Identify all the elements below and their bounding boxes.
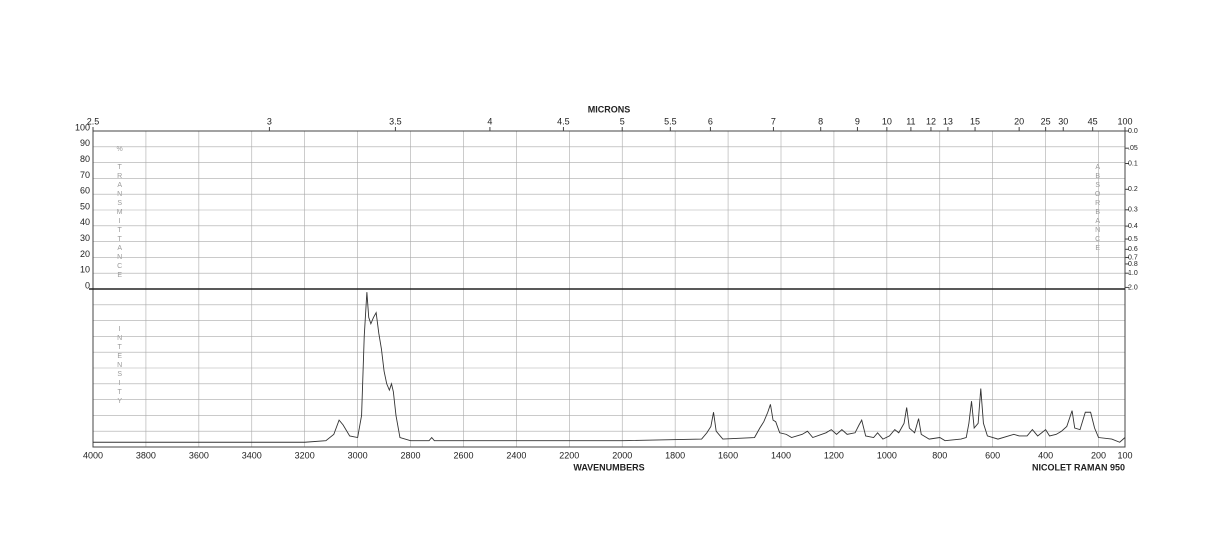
x-tick-label: 800 <box>932 450 947 460</box>
x2-tick-label: 9 <box>855 116 860 126</box>
x-tick-label: 2400 <box>506 450 526 460</box>
instrument-label: NICOLET RAMAN 950 <box>1032 462 1125 472</box>
x2-tick-label: 25 <box>1041 116 1051 126</box>
x-tick-label: 200 <box>1091 450 1106 460</box>
y-tick-label: 60 <box>80 186 90 196</box>
y-tick-label: 80 <box>80 154 90 164</box>
y2-tick-label: 0.0 <box>1128 128 1138 135</box>
x-tick-label: 2800 <box>401 450 421 460</box>
x2-tick-label: 8 <box>818 116 823 126</box>
x2-tick-label: 3 <box>267 116 272 126</box>
y2-tick-label: 0.3 <box>1128 207 1138 214</box>
x-tick-label: 1600 <box>718 450 738 460</box>
y2-tick-label: 0.7 <box>1128 254 1138 261</box>
y2-tick-label: 1.0 <box>1128 270 1138 277</box>
x2-tick-label: 100 <box>1117 116 1132 126</box>
x2-tick-label: 10 <box>882 116 892 126</box>
y-tick-label: 50 <box>80 201 90 211</box>
x-tick-label: 1200 <box>824 450 844 460</box>
x-tick-label: 4000 <box>83 450 103 460</box>
x2-tick-label: 11 <box>906 116 915 126</box>
x2-tick-label: 30 <box>1058 116 1068 126</box>
x-axis-title: WAVENUMBERS <box>573 462 644 472</box>
x-tick-label: 3400 <box>242 450 262 460</box>
y-tick-label: 30 <box>80 233 90 243</box>
x2-tick-label: 2.5 <box>87 116 100 126</box>
x2-tick-label: 13 <box>943 116 953 126</box>
y2-tick-label: 0.5 <box>1128 236 1138 243</box>
x-tick-label: 2600 <box>453 450 473 460</box>
y2-tick-label: 0.4 <box>1128 223 1138 230</box>
x-tick-label: 1400 <box>771 450 791 460</box>
x-tick-label: 1800 <box>665 450 685 460</box>
y-tick-label: 100 <box>75 122 90 132</box>
y2-tick-label: 0.8 <box>1128 261 1138 268</box>
x-tick-label: 3600 <box>189 450 209 460</box>
x2-tick-label: 3.5 <box>389 116 402 126</box>
x2-tick-label: 5.5 <box>664 116 677 126</box>
x2-tick-label: 15 <box>970 116 980 126</box>
y2-tick-label: 0.1 <box>1128 160 1138 167</box>
intensity-title: INTENSITY <box>116 326 123 407</box>
y-tick-label: 40 <box>80 217 90 227</box>
y2-axis-title: ABSORBANCE <box>1094 164 1101 254</box>
y2-tick-label: .05 <box>1128 145 1138 152</box>
x-tick-label: 3000 <box>348 450 368 460</box>
x2-tick-label: 6 <box>708 116 713 126</box>
y-tick-label: 10 <box>80 265 90 275</box>
y-tick-label: 70 <box>80 170 90 180</box>
y2-tick-label: 2.0 <box>1128 284 1138 291</box>
x-tick-label: 2200 <box>559 450 579 460</box>
x2-tick-label: 5 <box>620 116 625 126</box>
y2-tick-label: 0.6 <box>1128 246 1138 253</box>
x2-tick-label: 12 <box>926 116 936 126</box>
x-tick-label: 1000 <box>877 450 897 460</box>
x2-tick-label: 4 <box>487 116 492 126</box>
x-tick-label: 3200 <box>295 450 315 460</box>
y-axis-title: % TRANSMITTANCE <box>116 146 123 281</box>
x-tick-label: 3800 <box>136 450 156 460</box>
top-axis-title: MICRONS <box>588 104 631 114</box>
y-tick-label: 0 <box>85 280 90 290</box>
x2-tick-label: 45 <box>1088 116 1098 126</box>
y-tick-label: 20 <box>80 249 90 259</box>
x-tick-label: 600 <box>985 450 1000 460</box>
y2-tick-label: 0.2 <box>1128 186 1138 193</box>
x-tick-label: 100 <box>1117 450 1132 460</box>
x2-tick-label: 4.5 <box>557 116 570 126</box>
x2-tick-label: 7 <box>771 116 776 126</box>
y-tick-label: 90 <box>80 138 90 148</box>
x-tick-label: 2000 <box>612 450 632 460</box>
spectrum-line <box>93 292 1126 443</box>
x-tick-label: 400 <box>1038 450 1053 460</box>
x2-tick-label: 20 <box>1014 116 1024 126</box>
